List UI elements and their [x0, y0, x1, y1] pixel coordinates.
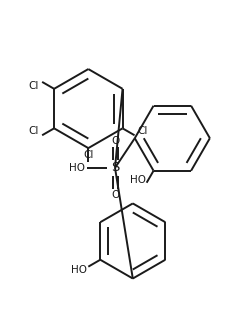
Text: O: O: [110, 190, 119, 200]
Text: HO: HO: [69, 163, 85, 173]
Text: Cl: Cl: [83, 150, 93, 160]
Text: HO: HO: [129, 175, 145, 185]
Text: S: S: [110, 162, 119, 174]
Text: Cl: Cl: [28, 81, 38, 91]
Text: O: O: [110, 136, 119, 146]
Text: Cl: Cl: [137, 126, 147, 136]
Text: Cl: Cl: [28, 126, 38, 136]
Text: HO: HO: [71, 264, 87, 275]
